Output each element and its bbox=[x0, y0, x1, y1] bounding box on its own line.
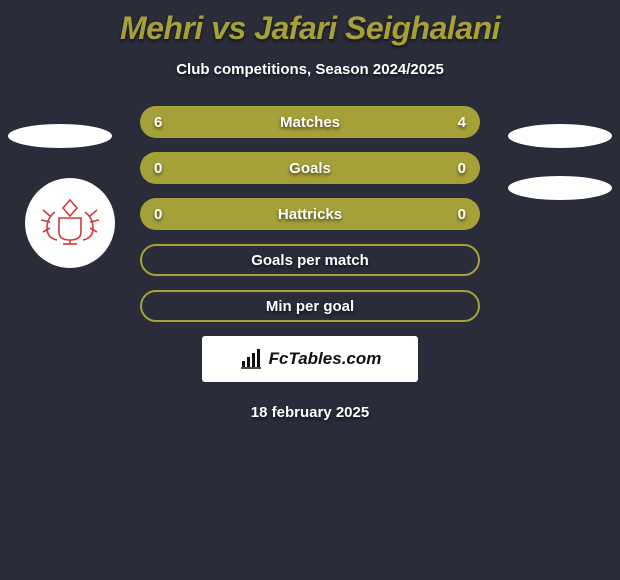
stat-label: Goals bbox=[289, 160, 331, 177]
decor-ellipse-right-2 bbox=[508, 176, 612, 200]
stat-bar: 0 Goals 0 bbox=[140, 152, 480, 184]
stat-bar: 0 Hattricks 0 bbox=[140, 198, 480, 230]
stat-bar: Min per goal bbox=[140, 290, 480, 322]
page-title: Mehri vs Jafari Seighalani bbox=[0, 0, 620, 47]
stat-value-left: 0 bbox=[154, 206, 162, 223]
stat-bar: Goals per match bbox=[140, 244, 480, 276]
team-badge bbox=[25, 178, 115, 268]
decor-ellipse-right-1 bbox=[508, 124, 612, 148]
stat-row: Min per goal bbox=[0, 290, 620, 322]
stat-label: Hattricks bbox=[278, 206, 342, 223]
brand-box: FcTables.com bbox=[202, 336, 418, 382]
bar-chart-icon bbox=[239, 347, 263, 371]
brand-text: FcTables.com bbox=[269, 349, 382, 369]
stat-value-left: 0 bbox=[154, 160, 162, 177]
stat-value-right: 0 bbox=[458, 206, 466, 223]
trophy-crest-icon bbox=[35, 188, 105, 258]
subtitle: Club competitions, Season 2024/2025 bbox=[0, 61, 620, 78]
stat-value-left: 6 bbox=[154, 114, 162, 131]
stat-label: Matches bbox=[280, 114, 340, 131]
decor-ellipse-left bbox=[8, 124, 112, 148]
stat-value-right: 0 bbox=[458, 160, 466, 177]
stat-label: Min per goal bbox=[266, 298, 354, 315]
stat-value-right: 4 bbox=[458, 114, 466, 131]
stat-bar: 6 Matches 4 bbox=[140, 106, 480, 138]
stat-label: Goals per match bbox=[251, 252, 369, 269]
date-text: 18 february 2025 bbox=[0, 404, 620, 421]
